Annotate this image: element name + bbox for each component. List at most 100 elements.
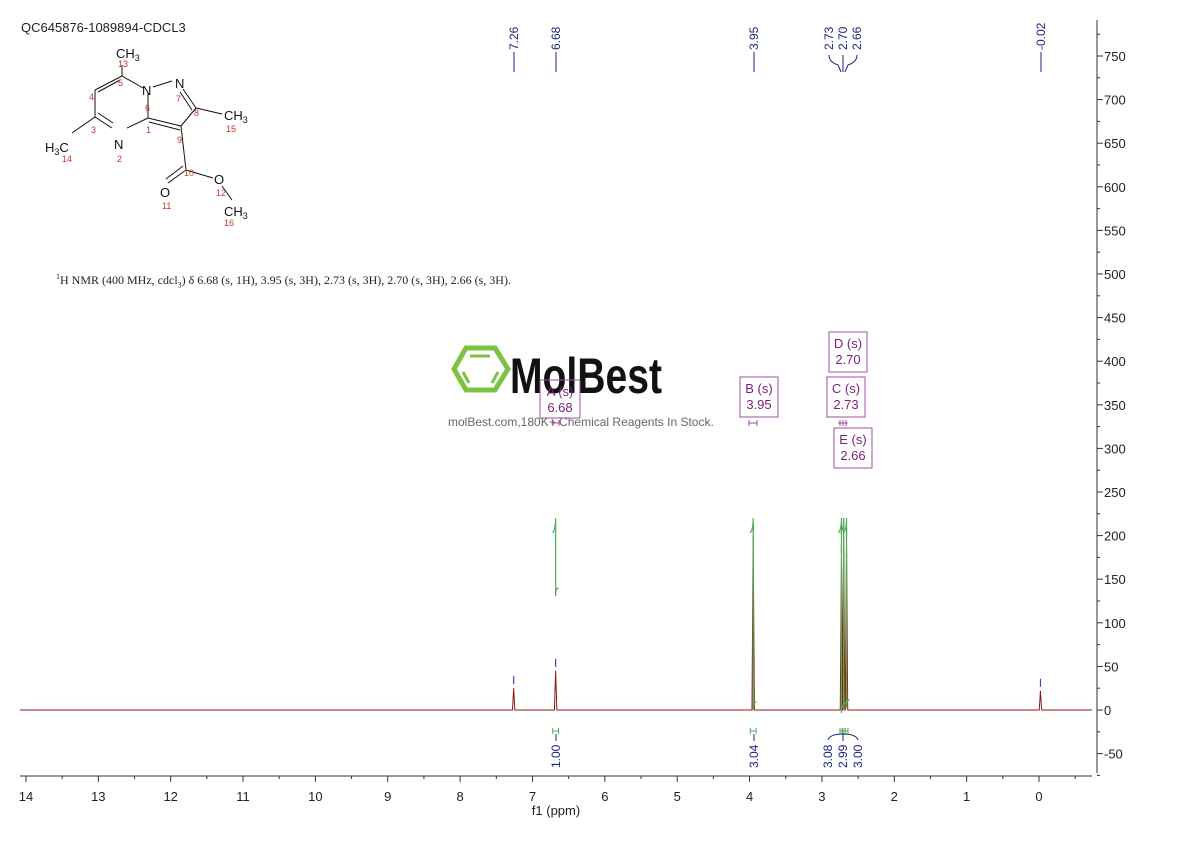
- y-tick-label: 350: [1104, 398, 1126, 413]
- atom-n-6: N: [142, 83, 151, 98]
- summary-part-b: ) δ 6.68 (s, 1H), 3.95 (s, 3H), 2.73 (s,…: [181, 273, 511, 287]
- y-tick-label: 600: [1104, 180, 1126, 195]
- integral-curve: [749, 517, 757, 711]
- integral-curve: [837, 517, 845, 714]
- peak-shift-label: 2.66: [850, 26, 864, 50]
- atom-o-12: O: [214, 172, 224, 187]
- atom-n-2: N: [114, 137, 123, 152]
- svg-text:2.66: 2.66: [840, 448, 865, 463]
- atom-num-14: 14: [62, 154, 72, 164]
- integral-curve: [843, 517, 850, 709]
- y-tick-label: 300: [1104, 441, 1126, 456]
- svg-text:E (s): E (s): [839, 432, 866, 447]
- y-tick-label: 250: [1104, 485, 1126, 500]
- x-tick-label: 3: [818, 789, 825, 804]
- x-tick-label: 11: [236, 789, 250, 804]
- integral-curve: [552, 517, 559, 597]
- x-tick-label: 6: [601, 789, 608, 804]
- y-tick-label: 150: [1104, 572, 1126, 587]
- integral-value: 3.00: [851, 744, 865, 768]
- atom-num-15: 15: [226, 124, 236, 134]
- svg-text:3.95: 3.95: [746, 397, 771, 412]
- sample-id-title: QC645876-1089894-CDCL3: [21, 20, 186, 35]
- multiplet-box-d: D (s)2.70: [828, 331, 868, 373]
- summary-superscript: 1: [56, 272, 60, 281]
- x-tick-label: 2: [891, 789, 898, 804]
- chemical-structure: [71, 65, 233, 201]
- x-tick-label: 0: [1035, 789, 1042, 804]
- x-tick-label: 4: [746, 789, 753, 804]
- integral-value: 3.08: [821, 744, 835, 768]
- atom-num-5: 5: [118, 78, 123, 88]
- atom-num-4: 4: [89, 92, 94, 102]
- svg-text:2.66: 2.66: [850, 26, 864, 50]
- integral-curve: [840, 517, 847, 711]
- atom-num-13: 13: [118, 59, 128, 69]
- svg-text:A (s): A (s): [547, 384, 574, 399]
- x-tick-label: 8: [457, 789, 464, 804]
- peak-shift-label: -0.02: [1034, 22, 1048, 72]
- multiplet-box-c: C (s)2.73: [826, 376, 866, 418]
- x-tick-label: 5: [674, 789, 681, 804]
- y-tick-label: -50: [1104, 747, 1123, 762]
- peak-shift-label: 3.95: [747, 26, 761, 72]
- atom-ch3-13: CH3: [116, 46, 140, 63]
- atom-num-10: 10: [184, 168, 194, 178]
- svg-text:2.73: 2.73: [822, 26, 836, 50]
- svg-text:B (s): B (s): [745, 381, 772, 396]
- y-axis: -50 0 50 100 150 200 250 300 350 400 450 500 550 600 6…: [1096, 20, 1126, 776]
- x-tick-label: 12: [163, 789, 177, 804]
- peak-shift-label: 7.26: [507, 26, 521, 72]
- multiplet-box-b: B (s)3.95: [739, 376, 779, 418]
- svg-text:7.26: 7.26: [507, 26, 521, 50]
- multiplet-box-a: A (s)6.68: [539, 379, 581, 419]
- atom-n-7: N: [175, 76, 184, 91]
- watermark-tagline: molBest.com,180K+ Chemical Reagents In S…: [448, 415, 714, 429]
- y-tick-label: 0: [1104, 703, 1111, 718]
- atom-num-9: 9: [177, 135, 182, 145]
- integral-value: 2.99: [836, 744, 850, 768]
- integral-value: 1.00: [549, 744, 563, 768]
- atom-ch3-16: CH3: [224, 204, 248, 221]
- peak-shift-label: 6.68: [549, 26, 563, 72]
- atom-num-16: 16: [224, 218, 234, 228]
- x-tick-label: 1: [963, 789, 970, 804]
- peak-group-bracket: [828, 54, 858, 73]
- x-tick-label: 7: [529, 789, 536, 804]
- atom-num-2: 2: [117, 154, 122, 164]
- y-tick-label: 550: [1104, 223, 1126, 238]
- atom-ch3-15: CH3: [224, 108, 248, 125]
- peak-markers: [513, 521, 1042, 687]
- y-tick-label: 400: [1104, 354, 1126, 369]
- x-tick-label: 10: [308, 789, 322, 804]
- y-tick-label: 500: [1104, 267, 1126, 282]
- y-tick-label: 650: [1104, 136, 1126, 151]
- summary-part-a: H NMR (400 MHz, cdcl: [60, 273, 178, 287]
- svg-text:2.73: 2.73: [833, 397, 858, 412]
- svg-text:6.68: 6.68: [549, 26, 563, 50]
- atom-num-11: 11: [162, 201, 171, 211]
- atom-num-1: 1: [146, 125, 151, 135]
- x-tick-label: 13: [91, 789, 105, 804]
- svg-text:C (s): C (s): [832, 381, 860, 396]
- y-tick-label: 700: [1104, 93, 1126, 108]
- integral-value: 3.04: [747, 744, 761, 768]
- x-tick-label: 14: [19, 789, 33, 804]
- watermark-logo-text: MolBest: [510, 348, 662, 404]
- integrals: 1.00 3.04 3.08 2.99 3.00: [549, 517, 865, 768]
- peak-shift-label: 2.70: [836, 26, 850, 50]
- nmr-summary-text: 1H NMR (400 MHz, cdcl3) δ 6.68 (s, 1H), …: [56, 272, 511, 289]
- atom-num-12: 12: [216, 188, 226, 198]
- svg-text:2.70: 2.70: [835, 352, 860, 367]
- svg-text:-0.02: -0.02: [1034, 22, 1048, 50]
- svg-text:2.70: 2.70: [836, 26, 850, 50]
- peak-shift-label: 2.73: [822, 26, 836, 50]
- y-tick-label: 750: [1104, 49, 1126, 64]
- multiplet-boxes: A (s)6.68B (s)3.95C (s)2.73D (s)2.70E (s…: [539, 331, 873, 469]
- y-tick-label: 100: [1104, 616, 1126, 631]
- svg-text:D (s): D (s): [834, 336, 862, 351]
- hexagon-logo-icon: [451, 345, 511, 393]
- atom-h3c-14: H3C: [45, 140, 69, 157]
- x-axis-label: f1 (ppm): [532, 803, 580, 818]
